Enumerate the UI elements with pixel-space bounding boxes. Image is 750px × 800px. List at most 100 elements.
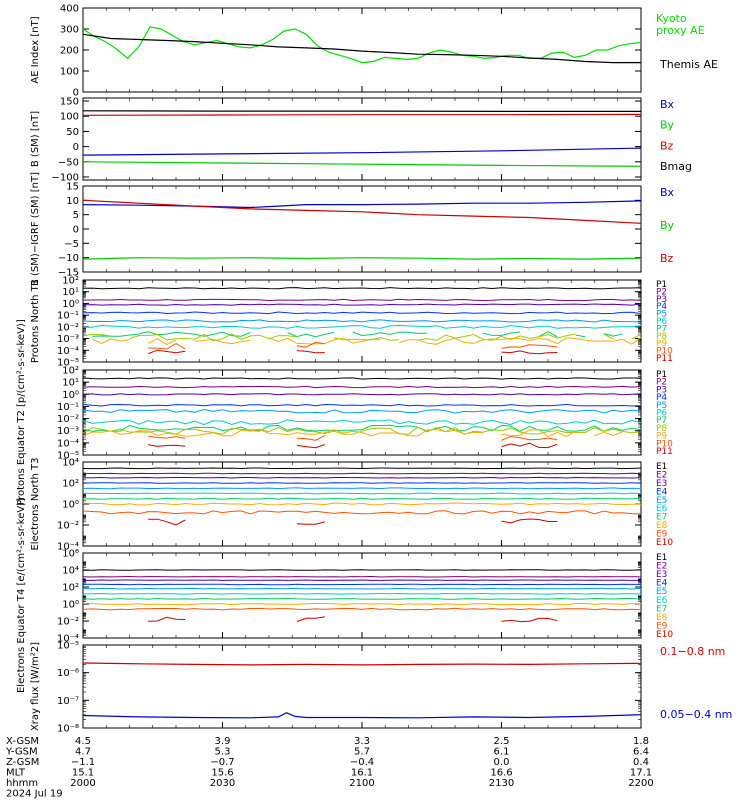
x-row-value: 6.1	[494, 747, 510, 758]
y-tick-label: 10⁻⁵	[57, 641, 79, 652]
x-row-value: 2200	[628, 778, 653, 789]
legend-entry: E5	[656, 496, 667, 506]
series-line-bmag	[83, 110, 641, 113]
series-line-p1	[83, 287, 641, 290]
series-line-bz	[83, 199, 641, 224]
series-line-e5	[83, 487, 641, 490]
legend-entry: 0.05−0.4 nm	[660, 708, 732, 721]
y-tick-label: 10⁴	[62, 566, 79, 577]
series-line-p7	[83, 424, 641, 432]
x-row-value: −0.4	[350, 757, 374, 768]
y-tick-label: 10⁶	[62, 549, 79, 560]
series-line-p8	[603, 333, 614, 340]
series-line-e8	[83, 602, 641, 606]
series-line-p6	[83, 324, 641, 329]
y-tick-label: 200	[60, 46, 79, 57]
panel-7: 10⁻⁴ 10⁻² 10⁰ 10² 10⁴ 10⁶ Electrons Equator T4…	[16, 498, 673, 693]
x-row-value: 2100	[349, 778, 374, 789]
legend-entry: E1	[656, 553, 667, 563]
series-line-themis-ae	[83, 33, 641, 64]
y-tick-label: 10²	[62, 276, 79, 287]
y-tick-label: 10⁻⁵	[57, 358, 79, 369]
y-axis-label: Xray flux [W/m²2]	[30, 642, 41, 731]
series-line-p10	[148, 343, 186, 350]
legend-entry: Bmag	[660, 160, 692, 173]
series-line-e7	[83, 497, 641, 500]
series-line-p2	[83, 298, 641, 302]
date-label: 2024 Jul 19	[6, 789, 63, 800]
series-line-e6	[83, 492, 641, 495]
series-line-p7	[352, 331, 428, 337]
series-line-by	[83, 257, 641, 260]
series-line-e2	[83, 472, 641, 475]
series-line-p8	[333, 336, 400, 341]
series-line-0-1-0-8-nm	[83, 662, 641, 666]
x-row-value: −1.1	[71, 757, 95, 768]
x-row-label: Y-GSM	[5, 747, 38, 758]
x-row-label: Z-GSM	[6, 757, 39, 768]
y-axis-label: Protons North T1	[30, 279, 41, 363]
series-group	[83, 377, 641, 449]
series-line-p7	[92, 331, 251, 337]
y-tick-label: 10⁻⁴	[57, 542, 79, 553]
series-line-kyoto-proxy-ae	[83, 26, 641, 64]
legend-entry: Kyoto	[656, 12, 687, 25]
y-tick-label: 10⁻²	[57, 414, 79, 425]
series-line-p9	[268, 337, 381, 345]
y-tick-label: 0	[73, 225, 79, 236]
x-row-value: 16.6	[490, 768, 512, 779]
y-tick-label: 10⁻²	[57, 521, 79, 532]
legend-entry: P10	[656, 347, 673, 357]
series-line-p10	[501, 435, 558, 441]
x-row-value: −0.7	[210, 757, 234, 768]
legend-entry: E9	[656, 530, 668, 540]
legend-entry: E1	[656, 462, 667, 472]
y-tick-label: 15	[66, 182, 79, 193]
legend-entry: P11	[656, 447, 673, 457]
y-axis-label: Electrons North T3	[30, 457, 41, 550]
series-line-p8	[129, 333, 297, 342]
legend-entry: E4	[656, 579, 668, 589]
y-tick-label: 0	[73, 88, 79, 99]
series-line-bz	[83, 113, 641, 116]
series-line-p8	[417, 333, 576, 341]
series-line-e1	[83, 569, 641, 571]
y-tick-label: 10²	[62, 583, 79, 594]
y-tick-label: 10⁻²	[57, 322, 79, 333]
panel-frame	[82, 7, 642, 93]
panel-frame	[82, 97, 642, 181]
legend-entry: By	[660, 219, 675, 232]
y-tick-label: 10¹	[62, 378, 79, 389]
series-line-e2	[83, 575, 641, 578]
series-group	[83, 662, 641, 719]
y-tick-label: −15	[58, 268, 79, 279]
legend-entry: E3	[656, 479, 667, 489]
legend-entry: P11	[656, 354, 673, 364]
series-line-p5	[83, 319, 641, 323]
series-line-e1	[83, 467, 641, 470]
y-tick-label: 10⁴	[62, 458, 79, 469]
legend-entry: P7	[656, 324, 667, 334]
series-line-bx	[83, 147, 641, 156]
legend-entry: Bx	[660, 186, 675, 199]
x-row-value: 3.9	[215, 736, 231, 747]
legend-entry: P9	[656, 339, 667, 349]
y-tick-label: 300	[60, 25, 79, 36]
series-line-e4	[83, 482, 641, 484]
legend-entry: E5	[656, 587, 667, 597]
legend-entry: E4	[656, 487, 668, 497]
legend-entry: E2	[656, 562, 667, 572]
legend-entry: E8	[656, 613, 668, 623]
y-tick-label: 10¹	[62, 287, 79, 298]
x-row-value: 3.3	[354, 736, 370, 747]
series-line-p10	[501, 344, 558, 349]
y-tick-label: 10⁻¹	[57, 402, 79, 413]
y-tick-label: −10	[58, 253, 79, 264]
legend-entry: P10	[656, 439, 673, 449]
x-row-label: hhmm	[6, 778, 38, 789]
x-row-value: 4.7	[75, 747, 91, 758]
legend-entry: P1	[656, 370, 667, 380]
series-line-e6	[83, 592, 641, 595]
legend-entry: P8	[656, 424, 667, 434]
